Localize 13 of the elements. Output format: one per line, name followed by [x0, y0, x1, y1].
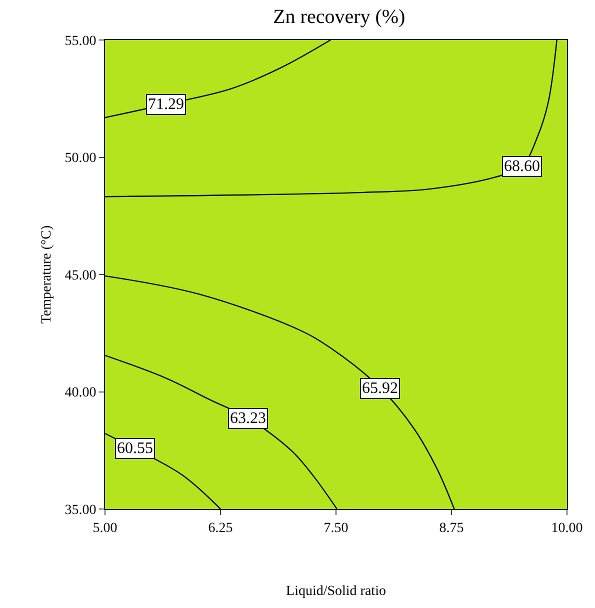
chart-title: Zn recovery (%)	[273, 6, 406, 28]
y-axis-title: Temperature (°C)	[39, 225, 54, 324]
x-tick-label: 7.50	[324, 520, 348, 536]
x-tick-label: 8.75	[439, 520, 464, 536]
y-tick-label: 45.00	[64, 268, 96, 284]
x-tick-label: 10.00	[551, 520, 583, 536]
x-axis-title: Liquid/Solid ratio	[286, 584, 386, 600]
y-tick-label: 35.00	[64, 502, 96, 518]
x-tick-label: 6.25	[208, 520, 233, 536]
y-tick-label: 40.00	[64, 386, 96, 401]
x-tick-label: 5.00	[92, 520, 118, 536]
y-tick-label: 50.00	[64, 151, 96, 166]
y-tick-label: 55.00	[64, 34, 96, 49]
